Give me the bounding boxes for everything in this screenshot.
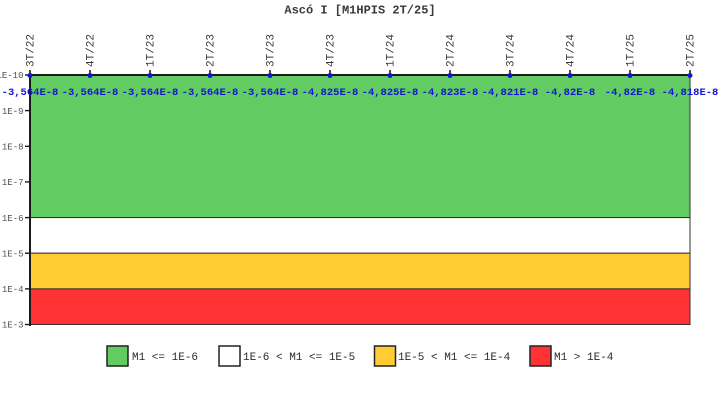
svg-text:1E-6: 1E-6 bbox=[2, 214, 24, 224]
svg-text:1E-8: 1E-8 bbox=[2, 143, 24, 153]
svg-text:3T/22: 3T/22 bbox=[26, 34, 38, 67]
svg-text:M1 > 1E-4: M1 > 1E-4 bbox=[554, 352, 614, 364]
svg-text:1T/23: 1T/23 bbox=[146, 34, 158, 67]
svg-text:Ascó I [M1HPIS 2T/25]: Ascó I [M1HPIS 2T/25] bbox=[284, 4, 435, 18]
svg-text:-4,821E-8: -4,821E-8 bbox=[482, 87, 539, 99]
svg-text:1E-3: 1E-3 bbox=[2, 321, 24, 331]
svg-text:-3,564E-8: -3,564E-8 bbox=[2, 87, 59, 99]
svg-text:-4,82E-8: -4,82E-8 bbox=[545, 87, 595, 99]
svg-text:-4,818E-8: -4,818E-8 bbox=[662, 87, 719, 99]
svg-text:-3,564E-8: -3,564E-8 bbox=[62, 87, 119, 99]
svg-text:3T/24: 3T/24 bbox=[506, 34, 518, 67]
svg-text:1E-5 < M1 <= 1E-4: 1E-5 < M1 <= 1E-4 bbox=[398, 352, 511, 364]
svg-text:1E-9: 1E-9 bbox=[2, 107, 24, 117]
svg-text:1E-5: 1E-5 bbox=[2, 249, 24, 259]
svg-text:1T/24: 1T/24 bbox=[386, 34, 398, 67]
svg-text:4T/22: 4T/22 bbox=[86, 34, 98, 67]
svg-text:3T/23: 3T/23 bbox=[266, 34, 278, 67]
svg-text:1E-10: 1E-10 bbox=[0, 71, 24, 81]
svg-text:4T/23: 4T/23 bbox=[326, 34, 338, 67]
svg-text:2T/24: 2T/24 bbox=[446, 34, 458, 67]
svg-text:M1 <= 1E-6: M1 <= 1E-6 bbox=[132, 352, 198, 364]
svg-text:-4,825E-8: -4,825E-8 bbox=[362, 87, 419, 99]
svg-text:1E-4: 1E-4 bbox=[2, 285, 24, 295]
svg-text:-4,823E-8: -4,823E-8 bbox=[422, 87, 479, 99]
svg-text:1E-6 < M1 <= 1E-5: 1E-6 < M1 <= 1E-5 bbox=[243, 352, 355, 364]
svg-text:-3,564E-8: -3,564E-8 bbox=[122, 87, 179, 99]
svg-text:4T/24: 4T/24 bbox=[566, 34, 578, 67]
svg-text:-4,825E-8: -4,825E-8 bbox=[302, 87, 359, 99]
svg-text:1T/25: 1T/25 bbox=[626, 34, 638, 67]
svg-text:2T/25: 2T/25 bbox=[686, 34, 698, 67]
svg-text:2T/23: 2T/23 bbox=[206, 34, 218, 67]
svg-text:-4,82E-8: -4,82E-8 bbox=[605, 87, 655, 99]
svg-text:1E-7: 1E-7 bbox=[2, 178, 24, 188]
svg-text:-3,564E-8: -3,564E-8 bbox=[182, 87, 239, 99]
svg-text:-3,564E-8: -3,564E-8 bbox=[242, 87, 299, 99]
